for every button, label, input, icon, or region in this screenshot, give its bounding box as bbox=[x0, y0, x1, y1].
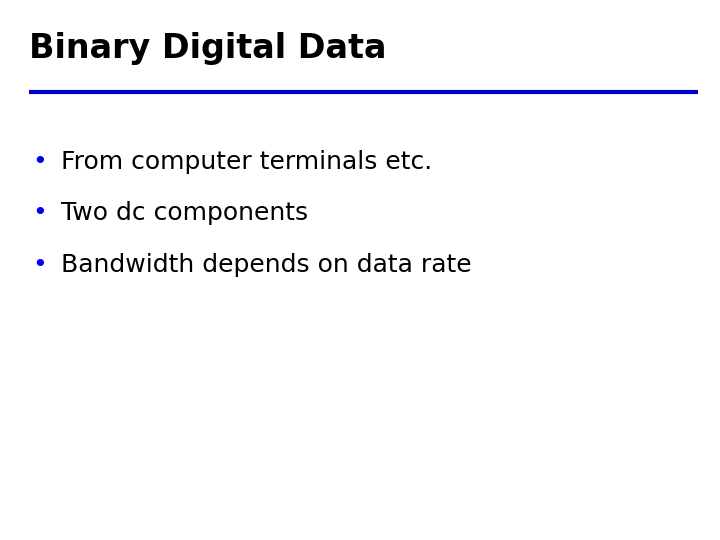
Text: Two dc components: Two dc components bbox=[61, 201, 308, 225]
Text: Binary Digital Data: Binary Digital Data bbox=[29, 32, 387, 65]
Text: •: • bbox=[32, 150, 47, 174]
Text: Bandwidth depends on data rate: Bandwidth depends on data rate bbox=[61, 253, 472, 276]
Text: From computer terminals etc.: From computer terminals etc. bbox=[61, 150, 433, 174]
Text: •: • bbox=[32, 201, 47, 225]
Text: •: • bbox=[32, 253, 47, 276]
